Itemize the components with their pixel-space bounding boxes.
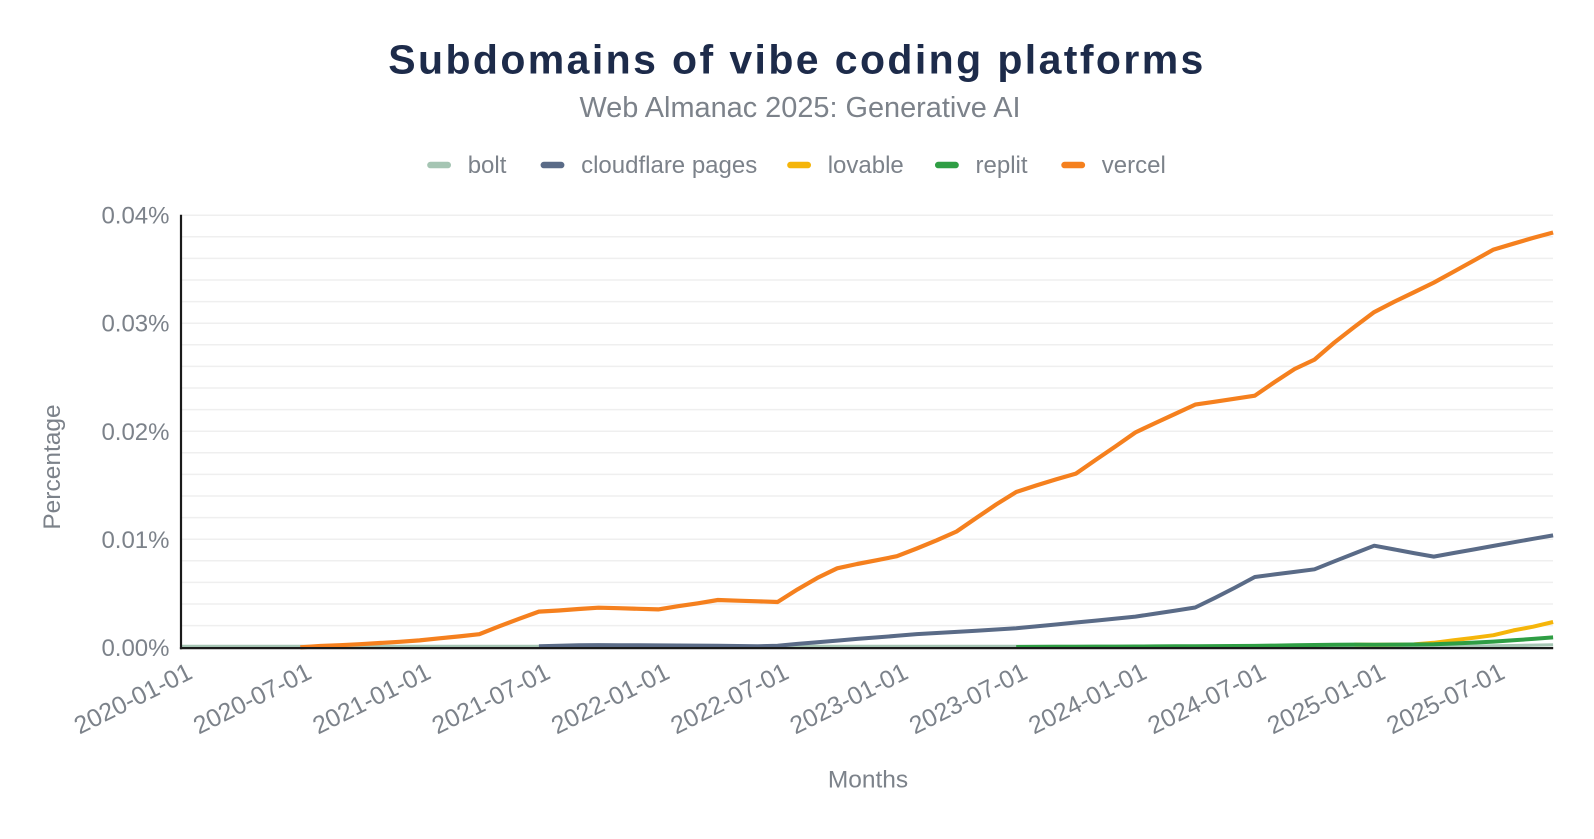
svg-text:Web Almanac 2025: Generative A: Web Almanac 2025: Generative AI xyxy=(579,92,1020,124)
svg-text:Percentage: Percentage xyxy=(39,404,66,529)
svg-text:lovable: lovable xyxy=(828,152,904,179)
svg-text:Months: Months xyxy=(828,767,908,794)
svg-text:0.04%: 0.04% xyxy=(101,203,169,230)
svg-text:Subdomains of vibe coding plat: Subdomains of vibe coding platforms xyxy=(388,37,1206,83)
svg-text:0.02%: 0.02% xyxy=(101,419,169,446)
svg-text:cloudflare pages: cloudflare pages xyxy=(581,152,757,179)
svg-text:bolt: bolt xyxy=(468,152,507,179)
svg-text:0.00%: 0.00% xyxy=(101,635,169,662)
svg-text:0.01%: 0.01% xyxy=(101,527,169,554)
svg-text:replit: replit xyxy=(976,152,1028,179)
svg-text:0.03%: 0.03% xyxy=(101,311,169,338)
svg-text:vercel: vercel xyxy=(1102,152,1166,179)
